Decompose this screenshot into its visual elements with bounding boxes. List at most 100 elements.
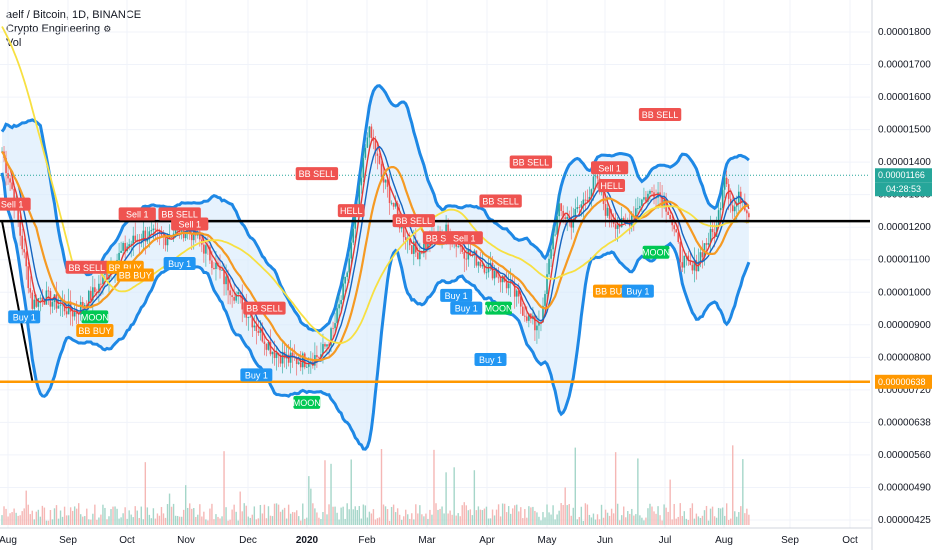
volume-bar xyxy=(136,510,138,525)
signal-label: BB SELL xyxy=(246,304,283,314)
candle-body xyxy=(150,230,153,232)
signal-badge[interactable] xyxy=(591,161,629,175)
signal-badge[interactable] xyxy=(485,301,512,315)
volume-bar xyxy=(659,515,661,525)
volume-bar xyxy=(241,511,243,525)
signal-badge[interactable] xyxy=(171,217,209,231)
volume-bar xyxy=(249,517,251,525)
candle-body xyxy=(263,341,266,345)
candle-body xyxy=(388,186,391,203)
volume-bar xyxy=(13,508,15,525)
candle-body xyxy=(667,211,669,216)
volume-bar xyxy=(330,463,332,525)
candle-body xyxy=(584,199,587,201)
candle-body xyxy=(51,302,54,307)
volume-bar xyxy=(142,519,145,525)
volume-bar xyxy=(154,518,157,525)
candle-body xyxy=(392,202,395,207)
candle-body xyxy=(297,362,300,364)
signal-badge[interactable] xyxy=(243,301,286,315)
candle-body xyxy=(560,203,562,211)
candle-body xyxy=(394,203,397,207)
candle-body xyxy=(71,311,74,317)
volume-bar xyxy=(86,508,88,525)
symbol-title[interactable]: aelf / Bitcoin, 1D, BINANCE xyxy=(6,9,142,21)
volume-bar xyxy=(497,504,500,525)
candle-body xyxy=(657,192,659,198)
signal-badge[interactable] xyxy=(621,284,654,298)
candle-body xyxy=(544,294,546,306)
candle-body xyxy=(412,241,415,254)
volume-bar xyxy=(65,515,68,525)
candle-body xyxy=(259,327,262,333)
volume-bar xyxy=(544,517,546,525)
candle-body xyxy=(463,251,466,259)
signal-badge[interactable] xyxy=(0,197,31,211)
volume-bar xyxy=(138,517,140,525)
time-axis[interactable]: Aug Sep Oct Nov Dec 2020 Feb Mar Apr May Jun Jul Aug… xyxy=(0,527,872,546)
signal-badge[interactable] xyxy=(8,310,41,324)
signal-badge[interactable] xyxy=(158,207,201,221)
signal-badge[interactable] xyxy=(479,194,522,208)
candle-body xyxy=(410,245,413,254)
volume-bar xyxy=(380,449,383,525)
volume-bar xyxy=(235,511,237,525)
signal-badge[interactable] xyxy=(293,395,321,409)
candle-body xyxy=(75,312,78,314)
signal-label: BB SELL xyxy=(161,209,198,219)
candle-body xyxy=(164,237,167,246)
candle-body xyxy=(29,288,32,293)
signal-badge[interactable] xyxy=(474,352,507,366)
price-axis[interactable]: 0.00001800 0.00001700 0.00001600 0.00001500… xyxy=(871,0,932,550)
signal-badge[interactable] xyxy=(76,323,114,337)
candle-body xyxy=(748,213,750,218)
candle-body xyxy=(501,275,504,283)
signal-badge[interactable] xyxy=(116,268,154,282)
volume-bar xyxy=(730,518,732,525)
volume-bar xyxy=(520,507,522,525)
volume-bar xyxy=(403,516,405,525)
signal-badge[interactable] xyxy=(118,207,156,221)
volume-bar xyxy=(63,506,66,525)
candle-body xyxy=(649,190,651,194)
signal-label: Sell 1 xyxy=(1,200,24,210)
signal-badge[interactable] xyxy=(440,288,473,302)
signal-badge[interactable] xyxy=(598,178,626,192)
volume-bar xyxy=(396,508,399,525)
candle-body xyxy=(324,344,326,347)
y-tick-label: 0.00001200 xyxy=(878,222,931,233)
signal-label: Buy 1 xyxy=(479,355,502,365)
candle-body xyxy=(364,147,367,158)
signal-badge[interactable] xyxy=(392,214,435,228)
signal-badge[interactable] xyxy=(65,260,108,274)
signal-badge[interactable] xyxy=(240,368,273,382)
signal-badge[interactable] xyxy=(337,204,365,218)
candle-body xyxy=(483,264,486,273)
volume-bar xyxy=(616,503,619,525)
signal-badge[interactable] xyxy=(450,301,483,315)
signal-badge[interactable] xyxy=(638,108,682,122)
signal-badge[interactable] xyxy=(593,284,631,298)
candle-body xyxy=(170,236,173,238)
candle-body xyxy=(721,189,724,208)
signal-badge[interactable] xyxy=(163,256,196,270)
signal-badge[interactable] xyxy=(509,155,553,169)
signal-badge[interactable] xyxy=(445,231,483,245)
signal-badge[interactable] xyxy=(81,310,109,324)
volume-bar xyxy=(90,519,92,525)
volume-bar xyxy=(641,517,643,525)
countdown-tag xyxy=(875,182,932,197)
volume-bar xyxy=(300,520,302,525)
volume-bar xyxy=(281,509,284,525)
signal-badge[interactable] xyxy=(642,245,670,259)
volume-bar xyxy=(59,510,62,525)
candle-body xyxy=(334,323,336,329)
signal-badge[interactable] xyxy=(295,167,339,181)
indicator-settings-icon[interactable]: ⚙ xyxy=(103,24,112,34)
signal-label: Buy 1 xyxy=(13,312,36,322)
volume-bar xyxy=(37,509,40,525)
volume-bar xyxy=(556,514,558,525)
volume-bar xyxy=(146,507,149,525)
volume-bar xyxy=(653,511,655,525)
